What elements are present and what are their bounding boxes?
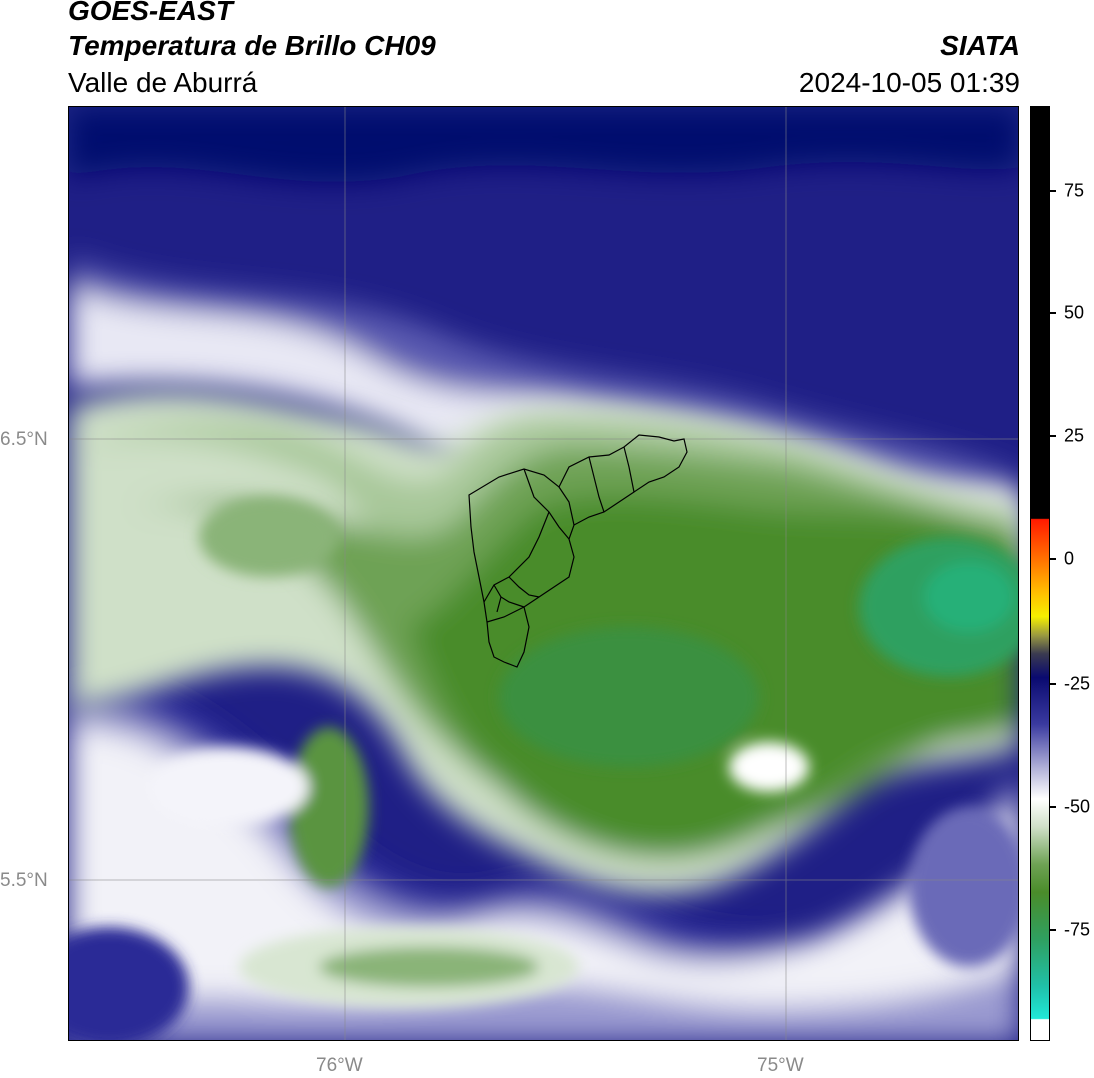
colorbar-label-25: 25 xyxy=(1064,425,1085,446)
colorbar-label-minus-25: -25 xyxy=(1064,673,1091,694)
colorbar-tick xyxy=(1050,312,1056,314)
municipal-boundaries xyxy=(468,434,688,668)
lat-label-5-5n: 5.5°N xyxy=(0,870,48,891)
colorbar-label-50: 50 xyxy=(1064,302,1085,323)
colorbar-label-75: 75 xyxy=(1064,180,1085,201)
colorbar-tick xyxy=(1050,190,1056,192)
agency-label: SIATA xyxy=(940,30,1020,61)
lat-label-6-5n: 6.5°N xyxy=(0,429,48,450)
brightness-temperature-field xyxy=(69,107,1018,1040)
map-panel xyxy=(68,106,1019,1041)
colorbar-label-minus-50: -50 xyxy=(1064,796,1091,817)
product-title: Temperatura de Brillo CH09 xyxy=(68,30,436,61)
colorbar-tick xyxy=(1050,558,1056,560)
colorbar-tick xyxy=(1050,806,1056,808)
colorbar-tick xyxy=(1050,683,1056,685)
lon-label-76w: 76°W xyxy=(316,1055,363,1076)
colorbar-label-0: 0 xyxy=(1064,548,1075,569)
colorbar xyxy=(1030,106,1050,1041)
colorbar-tick xyxy=(1050,435,1056,437)
colorbar-tick xyxy=(1050,929,1056,931)
timestamp-label: 2024-10-05 01:39 xyxy=(798,67,1020,98)
graticule xyxy=(69,107,1018,1040)
colorbar-label-minus-75: -75 xyxy=(1064,919,1091,940)
satellite-title: GOES-EAST xyxy=(68,0,233,26)
region-subtitle: Valle de Aburrá xyxy=(68,67,258,98)
lon-label-75w: 75°W xyxy=(757,1055,804,1076)
